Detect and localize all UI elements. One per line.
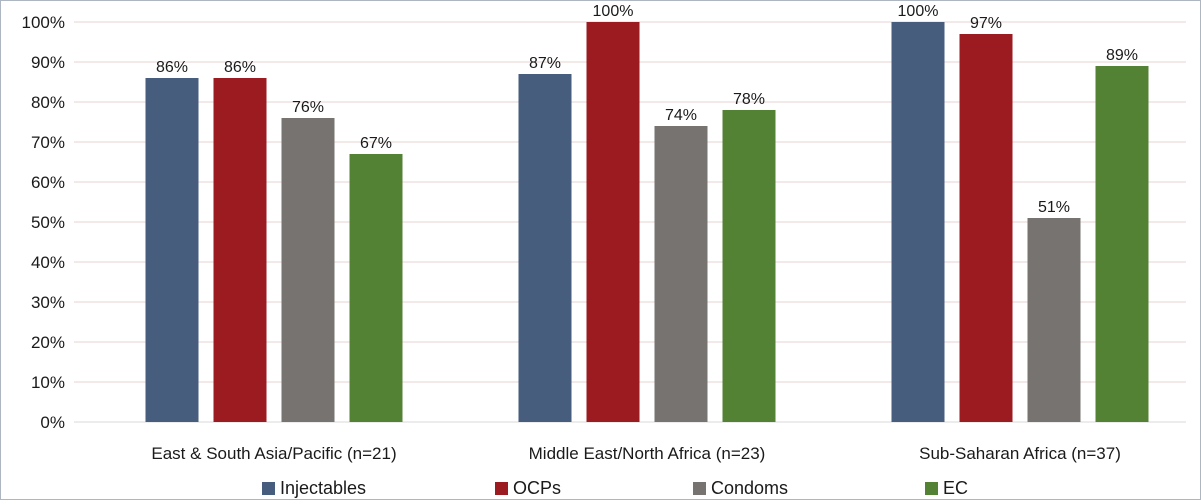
category-label: Middle East/North Africa (n=23): [529, 444, 766, 463]
bar-ocps-3: [959, 34, 1013, 422]
data-labels: 86% 86% 76% 67% 87% 100% 74% 78% 100% 97% 51% 89%: [156, 3, 1138, 216]
legend: Injectables OCPs Condoms EC: [262, 478, 968, 498]
y-tick-label: 90%: [31, 53, 65, 72]
y-tick-label: 80%: [31, 93, 65, 112]
y-tick-label: 30%: [31, 293, 65, 312]
data-label: 100%: [593, 3, 634, 20]
bars: [145, 22, 1149, 422]
data-label: 51%: [1038, 199, 1070, 216]
y-tick-label: 100%: [22, 13, 65, 32]
data-label: 100%: [898, 3, 939, 20]
bar-condoms-2: [654, 126, 708, 422]
data-label: 89%: [1106, 47, 1138, 64]
y-tick-label: 20%: [31, 333, 65, 352]
data-label: 86%: [156, 59, 188, 76]
bar-injectables-2: [518, 74, 572, 422]
bar-ocps-2: [586, 22, 640, 422]
bar-injectables-3: [891, 22, 945, 422]
data-label: 76%: [292, 99, 324, 116]
legend-swatch-ec: [925, 482, 938, 495]
data-label: 74%: [665, 107, 697, 124]
y-tick-label: 60%: [31, 173, 65, 192]
y-tick-label: 40%: [31, 253, 65, 272]
y-axis-ticks: 0% 10% 20% 30% 40% 50% 60% 70% 80% 90% 100%: [22, 13, 65, 432]
data-label: 67%: [360, 135, 392, 152]
bar-ec-3: [1095, 66, 1149, 422]
bar-ec-2: [722, 110, 776, 422]
legend-label: EC: [943, 478, 968, 498]
data-label: 97%: [970, 15, 1002, 32]
legend-label: OCPs: [513, 478, 561, 498]
category-label: East & South Asia/Pacific (n=21): [151, 444, 396, 463]
data-label: 86%: [224, 59, 256, 76]
legend-label: Condoms: [711, 478, 788, 498]
data-label: 78%: [733, 91, 765, 108]
bar-condoms-3: [1027, 218, 1081, 422]
legend-swatch-injectables: [262, 482, 275, 495]
legend-swatch-ocps: [495, 482, 508, 495]
y-tick-label: 70%: [31, 133, 65, 152]
y-tick-label: 10%: [31, 373, 65, 392]
bar-ocps-1: [213, 78, 267, 422]
data-label: 87%: [529, 55, 561, 72]
legend-label: Injectables: [280, 478, 366, 498]
bar-injectables-1: [145, 78, 199, 422]
bar-condoms-1: [281, 118, 335, 422]
bar-ec-1: [349, 154, 403, 422]
y-tick-label: 50%: [31, 213, 65, 232]
category-label: Sub-Saharan Africa (n=37): [919, 444, 1121, 463]
y-tick-label: 0%: [40, 413, 65, 432]
legend-swatch-condoms: [693, 482, 706, 495]
x-axis-categories: East & South Asia/Pacific (n=21) Middle E…: [151, 444, 1120, 463]
